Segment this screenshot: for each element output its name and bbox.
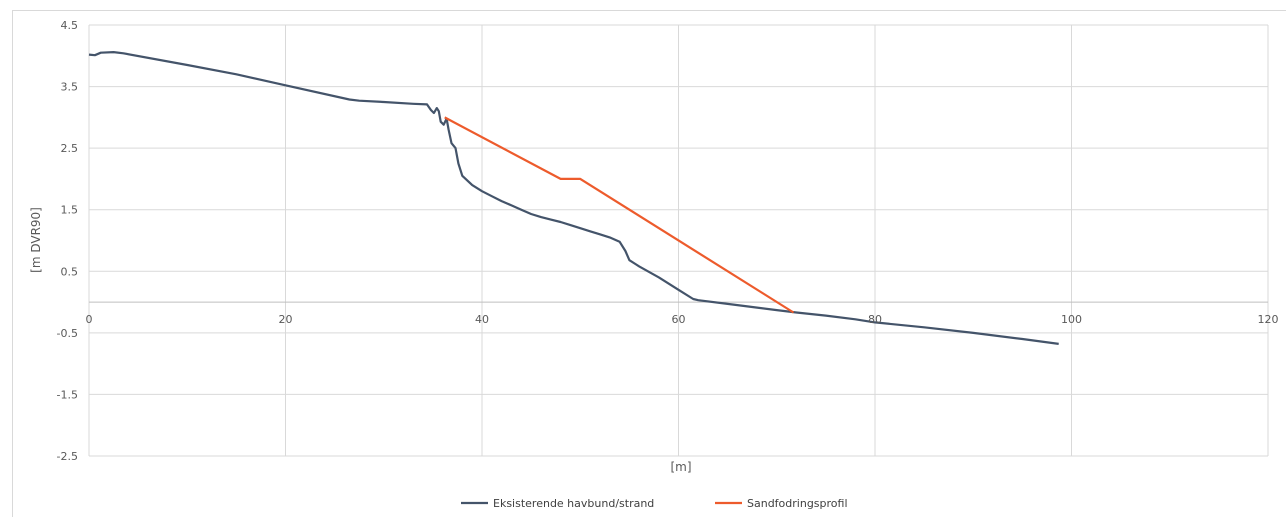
series-line-2	[444, 116, 795, 314]
y-tick-label: 1.5	[61, 204, 79, 217]
y-tick-label: -1.5	[57, 388, 78, 401]
y-tick-label: 3.5	[61, 81, 79, 94]
y-tick-label: 4.5	[61, 19, 79, 32]
y-tick-label: -0.5	[57, 327, 78, 340]
series-line-1	[88, 51, 1059, 345]
legend-label-2: Sandfodringsprofil	[747, 497, 848, 510]
y-axis-title: [m DVR90]	[29, 207, 43, 273]
x-tick-label: 120	[1258, 313, 1279, 326]
x-tick-label: 20	[279, 313, 293, 326]
x-tick-label: 0	[86, 313, 93, 326]
legend: Eksisterende havbund/strand Sandfodringsp…	[461, 497, 848, 510]
x-tick-label: 60	[672, 313, 686, 326]
grid	[88, 24, 1269, 457]
chart-frame	[12, 10, 1286, 517]
series-layer	[88, 51, 1059, 345]
legend-label-1: Eksisterende havbund/strand	[493, 497, 654, 510]
x-tick-label: 80	[868, 313, 882, 326]
y-tick-label: 0.5	[61, 265, 79, 278]
x-axis-title: [m]	[670, 460, 691, 474]
x-tick-label: 40	[475, 313, 489, 326]
y-tick-label: 2.5	[61, 142, 79, 155]
y-tick-label: -2.5	[57, 450, 78, 463]
x-tick-label: 100	[1061, 313, 1082, 326]
tick-labels: 4.5 3.5 2.5 1.5 0.5 -0.5 -1.5 -2.5 0 20 40 60 80 100 1…	[57, 19, 1279, 463]
